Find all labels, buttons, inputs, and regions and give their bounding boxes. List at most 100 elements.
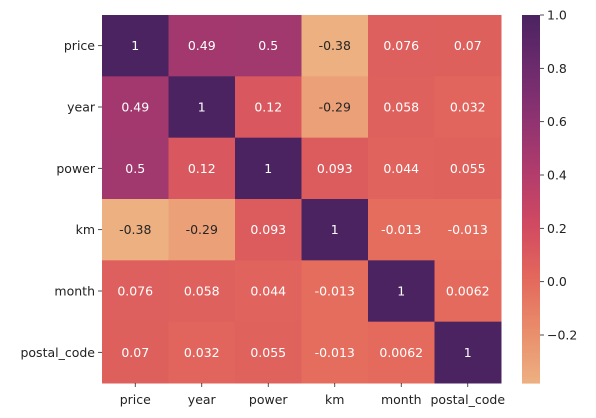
colorbar-segment (522, 261, 540, 264)
heatmap-cell-km-price (102, 199, 169, 261)
colorbar-segment (522, 245, 540, 248)
colorbar-segment (522, 231, 540, 234)
cell-value-label: 0.5 (258, 38, 278, 53)
colorbar-segment (522, 119, 540, 122)
colorbar-segment (522, 125, 540, 128)
colorbar-segment (522, 281, 540, 284)
heatmap-cell-postal_code-month (368, 321, 435, 384)
colorbar-segment (522, 103, 540, 106)
colorbar-segment (522, 237, 540, 240)
heatmap-cell-power-price (102, 137, 169, 200)
colorbar-segment (522, 131, 540, 134)
heatmap-cell-km-year (168, 199, 236, 261)
heatmap-cell-year-year (168, 76, 236, 139)
colorbar-segment (522, 285, 540, 288)
colorbar-segment (522, 91, 540, 94)
colorbar-segment (522, 221, 540, 224)
colorbar-segment (522, 295, 540, 298)
colorbar-segment (522, 77, 540, 80)
colorbar-segment (522, 159, 540, 162)
cell-value-label: -0.013 (315, 345, 355, 360)
colorbar-segment (522, 49, 540, 52)
heatmap-cell-price-power (235, 15, 302, 77)
cell-value-label: -0.013 (315, 284, 355, 299)
cell-value-label: 0.093 (317, 161, 353, 176)
colorbar-segment (522, 201, 540, 204)
colorbar-segment (522, 329, 540, 332)
colorbar-segment (522, 171, 540, 174)
colorbar-segment (522, 59, 540, 62)
colorbar-segment (522, 73, 540, 76)
cell-value-label: -0.29 (186, 222, 218, 237)
y-tick-label: price (64, 38, 95, 53)
cell-value-label: 1 (397, 284, 405, 299)
cell-value-label: -0.013 (381, 222, 421, 237)
colorbar-segment (522, 145, 540, 148)
heatmap-cell-month-postal_code (434, 260, 502, 323)
x-tick-label: price (120, 392, 151, 407)
colorbar-segment (522, 69, 540, 72)
colorbar-segment (522, 227, 540, 230)
colorbar-segment (522, 277, 540, 280)
heatmap-cell-km-power (235, 199, 302, 261)
x-tick-label: power (249, 392, 288, 407)
heatmap-cell-postal_code-year (168, 321, 236, 384)
cell-value-label: 0.093 (250, 222, 286, 237)
colorbar-segment (522, 185, 540, 188)
colorbar-segment (522, 219, 540, 222)
colorbar-segment (522, 361, 540, 364)
colorbar-segment (522, 363, 540, 366)
colorbar-segment (522, 147, 540, 150)
colorbar-segment (522, 41, 540, 44)
colorbar-segment (522, 39, 540, 42)
colorbar-segment (522, 323, 540, 326)
cell-value-label: 0.058 (383, 100, 419, 115)
cell-value-label: 0.49 (188, 38, 216, 53)
colorbar-segment (522, 289, 540, 292)
colorbar-segment (522, 169, 540, 172)
heatmap-cell-month-price (102, 260, 169, 323)
colorbar-segment (522, 109, 540, 112)
cell-value-label: -0.38 (319, 38, 351, 53)
colorbar-segment (522, 199, 540, 202)
colorbar-segment (522, 15, 540, 18)
colorbar-segment (522, 179, 540, 182)
colorbar-segment (522, 197, 540, 200)
colorbar-segment (522, 133, 540, 136)
cell-value-label: 0.055 (450, 161, 486, 176)
colorbar-segment (522, 259, 540, 262)
heatmap-cell-month-year (168, 260, 236, 323)
y-tick-label: year (67, 100, 96, 115)
heatmap-cell-month-month (368, 260, 435, 323)
colorbar-segment (522, 293, 540, 296)
colorbar-segment (522, 57, 540, 60)
colorbar-segment (522, 241, 540, 244)
colorbar-tick-label: 0.0 (547, 274, 567, 289)
colorbar: 1.0 0.8 0.6 0.4 0.2 0.0 −0.2 (522, 8, 577, 384)
colorbar-segment (522, 249, 540, 252)
heatmap-cell-power-month (368, 137, 435, 200)
heatmap-cell-price-year (168, 15, 236, 77)
heatmap-cell-price-price (102, 15, 169, 77)
colorbar-segment (522, 209, 540, 212)
colorbar-segment (522, 365, 540, 368)
cell-value-label: 0.076 (117, 284, 153, 299)
colorbar-segment (522, 127, 540, 130)
colorbar-segment (522, 43, 540, 46)
colorbar-segment (522, 113, 540, 116)
colorbar-segment (522, 195, 540, 198)
colorbar-tick-label: 0.6 (547, 114, 567, 129)
colorbar-segment (522, 99, 540, 102)
colorbar-segment (522, 335, 540, 338)
colorbar-segment (522, 251, 540, 254)
colorbar-segment (522, 299, 540, 302)
colorbar-segment (522, 307, 540, 310)
colorbar-segment (522, 151, 540, 154)
colorbar-segment (522, 369, 540, 372)
colorbar-segment (522, 217, 540, 220)
heatmap-cell-price-postal_code (434, 15, 502, 77)
heatmap-cell-km-km (301, 199, 369, 261)
heatmap-cell-km-postal_code (434, 199, 502, 261)
colorbar-segment (522, 21, 540, 24)
